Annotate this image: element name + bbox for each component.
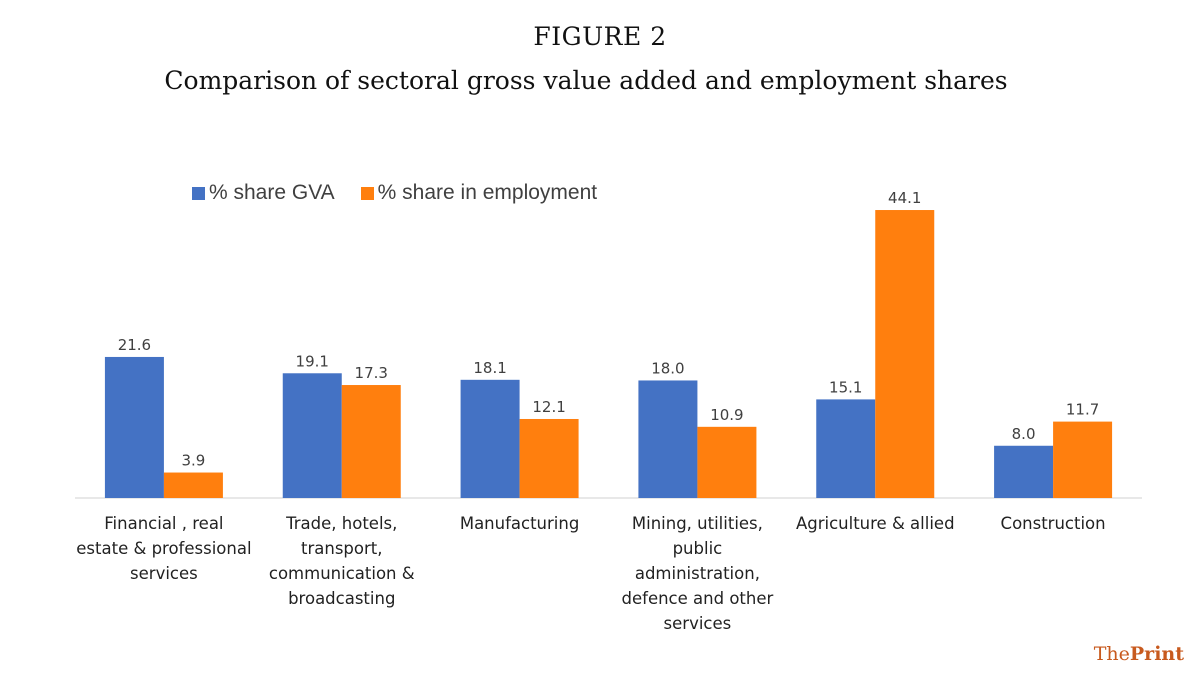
bar-gva-4 <box>816 399 876 498</box>
brand-logo-the: The <box>1093 643 1130 665</box>
brand-logo-print: Print <box>1129 643 1184 665</box>
legend-label-employment: % share in employment <box>377 181 598 204</box>
category-label-0: Financial , real estate & professional ser… <box>69 511 259 586</box>
bar-gva-0 <box>104 356 164 498</box>
category-label-line: public <box>672 539 723 558</box>
legend-swatch-gva <box>192 186 205 200</box>
category-label-3: Mining, utilities, public administration, d… <box>602 511 792 636</box>
category-label-5: Construction <box>958 511 1148 536</box>
category-label-2: Manufacturing <box>425 511 615 536</box>
category-label-line: services <box>663 614 732 633</box>
legend-item-employment: % share in employment <box>360 181 598 205</box>
category-label-line: Mining, utilities, <box>631 514 763 533</box>
category-label-line: broadcasting <box>288 589 396 608</box>
data-label-employment-0: 3.9 <box>181 452 205 470</box>
category-label-line: estate & professional <box>76 539 252 558</box>
data-label-employment-5: 11.7 <box>1066 401 1099 419</box>
legend-swatch-employment <box>360 186 374 200</box>
data-label-employment-2: 12.1 <box>532 398 565 416</box>
bar-employment-1 <box>341 385 401 498</box>
data-label-employment-4: 44.1 <box>888 189 921 207</box>
bar-gva-1 <box>282 373 342 498</box>
category-label-line: Trade, hotels, <box>286 514 398 533</box>
data-label-gva-4: 15.1 <box>829 378 862 396</box>
data-label-gva-5: 8.0 <box>1012 425 1036 443</box>
category-label-line: transport, <box>301 539 383 558</box>
data-label-employment-3: 10.9 <box>710 406 743 424</box>
data-label-gva-1: 19.1 <box>296 352 329 370</box>
legend-label-gva: % share GVA <box>209 181 335 204</box>
bar-employment-4 <box>875 210 935 499</box>
data-label-gva-0: 21.6 <box>118 336 151 354</box>
bar-gva-3 <box>638 380 698 498</box>
data-label-gva-2: 18.1 <box>473 359 506 377</box>
category-label-1: Trade, hotels, transport, communication & b… <box>247 511 437 611</box>
bar-employment-0 <box>163 472 223 498</box>
chart-title: Comparison of sectoral gross value added… <box>164 66 1008 95</box>
category-label-line: Manufacturing <box>459 514 580 533</box>
data-label-gva-3: 18.0 <box>651 359 684 377</box>
category-label-line: defence and other <box>621 589 774 608</box>
bar-employment-3 <box>697 426 757 498</box>
bar-gva-2 <box>460 379 520 498</box>
category-label-line: administration, <box>634 564 760 583</box>
bar-employment-2 <box>519 418 579 498</box>
bar-employment-5 <box>1053 421 1113 498</box>
bar-gva-5 <box>994 445 1054 498</box>
category-label-line: communication & <box>268 564 415 583</box>
figure-label: FIGURE 2 <box>533 22 667 51</box>
category-label-line: Financial , real <box>104 514 224 533</box>
brand-logo: ThePrint <box>1094 643 1184 665</box>
data-label-employment-1: 17.3 <box>355 364 388 382</box>
legend: % share GVA % share in employment <box>192 181 597 205</box>
category-label-line: services <box>130 564 198 583</box>
category-label-line: Agriculture & allied <box>795 514 955 533</box>
category-label-4: Agriculture & allied <box>780 511 970 536</box>
category-label-line: Construction <box>1000 514 1106 533</box>
legend-item-gva: % share GVA <box>192 181 335 205</box>
